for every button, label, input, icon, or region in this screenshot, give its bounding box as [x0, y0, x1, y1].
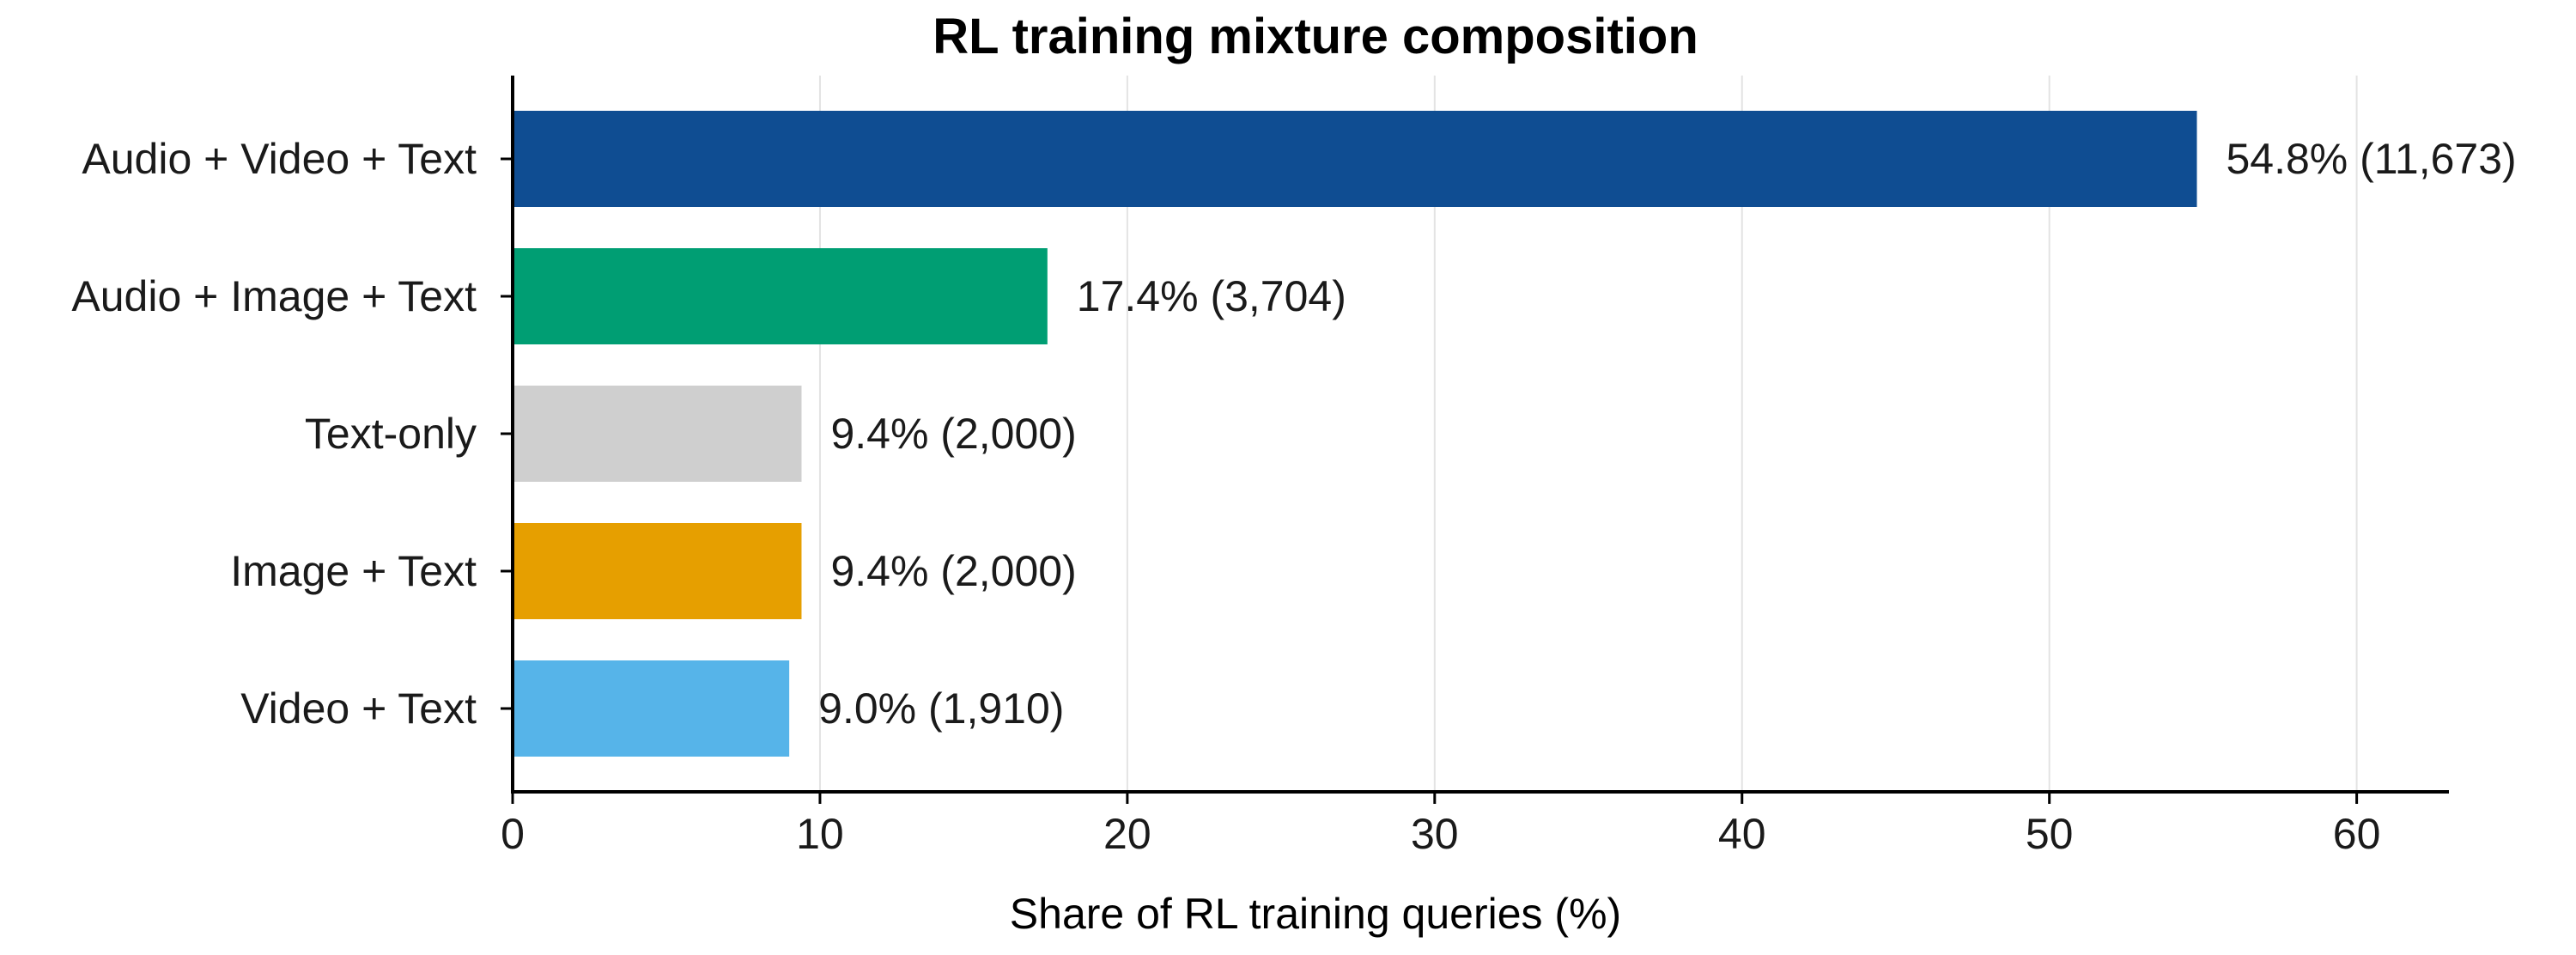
category-label-0: Audio + Video + Text: [82, 135, 477, 183]
category-label-2: Text-only: [305, 410, 477, 458]
data-label-4: 9.0% (1,910): [818, 684, 1064, 733]
x-tick-label-1: 10: [796, 810, 844, 858]
bars: [513, 111, 2197, 757]
category-label-1: Audio + Image + Text: [71, 272, 477, 320]
data-label-2: 9.4% (2,000): [830, 410, 1076, 458]
x-tick-label-2: 20: [1103, 810, 1151, 858]
axes: [501, 76, 2449, 804]
x-tick-label-0: 0: [501, 810, 525, 858]
x-tick-label-5: 50: [2026, 810, 2074, 858]
bar-3: [513, 523, 802, 619]
category-label-3: Image + Text: [230, 547, 477, 595]
labels: Audio + Video + Text 54.8% (11,673) Audio …: [71, 135, 2516, 858]
bar-0: [513, 111, 2197, 207]
chart-title: RL training mixture composition: [933, 9, 1698, 64]
x-tick-label-6: 60: [2333, 810, 2381, 858]
category-label-4: Video + Text: [240, 684, 477, 733]
data-label-1: 17.4% (3,704): [1077, 272, 1346, 320]
x-tick-label-3: 30: [1411, 810, 1459, 858]
data-label-3: 9.4% (2,000): [830, 547, 1076, 595]
bar-1: [513, 248, 1048, 344]
x-axis-label: Share of RL training queries (%): [1010, 890, 1621, 938]
x-tick-label-4: 40: [1718, 810, 1766, 858]
bar-2: [513, 386, 802, 482]
data-label-0: 54.8% (11,673): [2226, 135, 2516, 183]
bar-4: [513, 660, 790, 757]
